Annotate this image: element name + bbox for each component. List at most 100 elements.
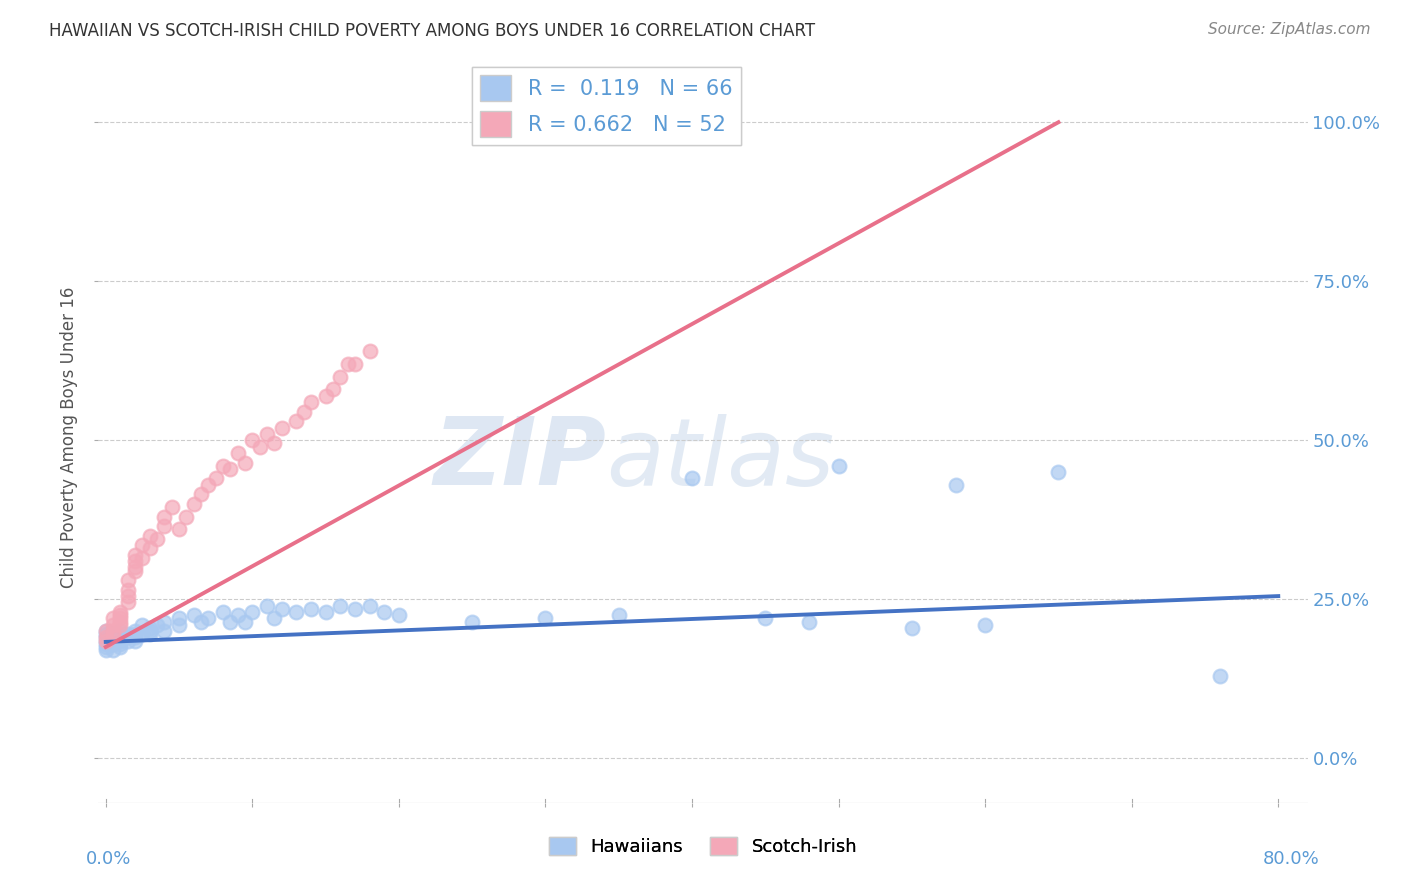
Point [94,633,117,648]
Point [336,357,359,371]
Point [299,395,322,409]
Point [117,633,139,648]
Point [226,608,249,623]
Point [197,477,219,491]
Point [146,617,169,632]
Point [117,589,139,603]
Point [110,627,132,641]
Point [101,617,124,632]
Point [153,624,176,638]
Point [373,605,395,619]
Point [110,640,132,654]
Point [329,599,352,613]
Point [138,541,160,556]
Point [94,624,117,638]
Point [94,640,117,654]
Point [233,456,256,470]
Point [101,637,124,651]
Point [322,383,344,397]
Point [299,602,322,616]
Point [329,369,352,384]
Point [292,404,315,418]
Point [190,487,212,501]
Point [131,627,153,641]
Point [110,633,132,648]
Point [138,529,160,543]
Point [754,611,776,625]
Point [117,582,139,597]
Point [153,615,176,629]
Y-axis label: Child Poverty Among Boys Under 16: Child Poverty Among Boys Under 16 [60,286,79,588]
Text: Source: ZipAtlas.com: Source: ZipAtlas.com [1208,22,1371,37]
Point [233,615,256,629]
Point [681,471,703,485]
Point [167,522,190,536]
Point [94,637,117,651]
Point [901,621,924,635]
Point [204,471,226,485]
Point [183,497,205,511]
Point [131,617,153,632]
Point [110,608,132,623]
Point [131,550,153,565]
Point [94,631,117,645]
Point [124,548,146,562]
Point [607,608,630,623]
Point [827,458,849,473]
Point [138,624,160,638]
Point [263,436,285,450]
Point [285,605,308,619]
Point [94,643,117,657]
Point [256,599,278,613]
Text: HAWAIIAN VS SCOTCH-IRISH CHILD POVERTY AMONG BOYS UNDER 16 CORRELATION CHART: HAWAIIAN VS SCOTCH-IRISH CHILD POVERTY A… [49,22,815,40]
Point [94,633,117,648]
Point [110,631,132,645]
Point [197,611,219,625]
Point [343,357,366,371]
Point [124,624,146,638]
Point [110,617,132,632]
Point [167,617,190,632]
Point [117,627,139,641]
Legend: R =  0.119   N = 66, R = 0.662   N = 52: R = 0.119 N = 66, R = 0.662 N = 52 [471,67,741,145]
Point [249,440,271,454]
Point [94,631,117,645]
Point [124,633,146,648]
Point [270,602,292,616]
Text: 0.0%: 0.0% [86,850,132,868]
Point [110,615,132,629]
Point [945,477,967,491]
Point [190,615,212,629]
Point [138,627,160,641]
Point [101,611,124,625]
Point [117,595,139,609]
Point [110,624,132,638]
Point [153,519,176,533]
Point [183,608,205,623]
Point [101,631,124,645]
Point [461,615,484,629]
Point [153,509,176,524]
Point [1047,465,1070,479]
Point [219,615,242,629]
Point [110,611,132,625]
Point [212,458,235,473]
Point [240,434,263,448]
Point [315,605,337,619]
Point [124,627,146,641]
Point [124,554,146,568]
Point [388,608,411,623]
Point [101,633,124,648]
Point [167,611,190,625]
Point [1208,668,1230,682]
Point [124,564,146,578]
Point [799,615,821,629]
Point [124,560,146,574]
Point [359,599,381,613]
Text: 80.0%: 80.0% [1263,850,1320,868]
Point [101,627,124,641]
Point [131,538,153,552]
Point [176,509,198,524]
Point [94,627,117,641]
Point [212,605,235,619]
